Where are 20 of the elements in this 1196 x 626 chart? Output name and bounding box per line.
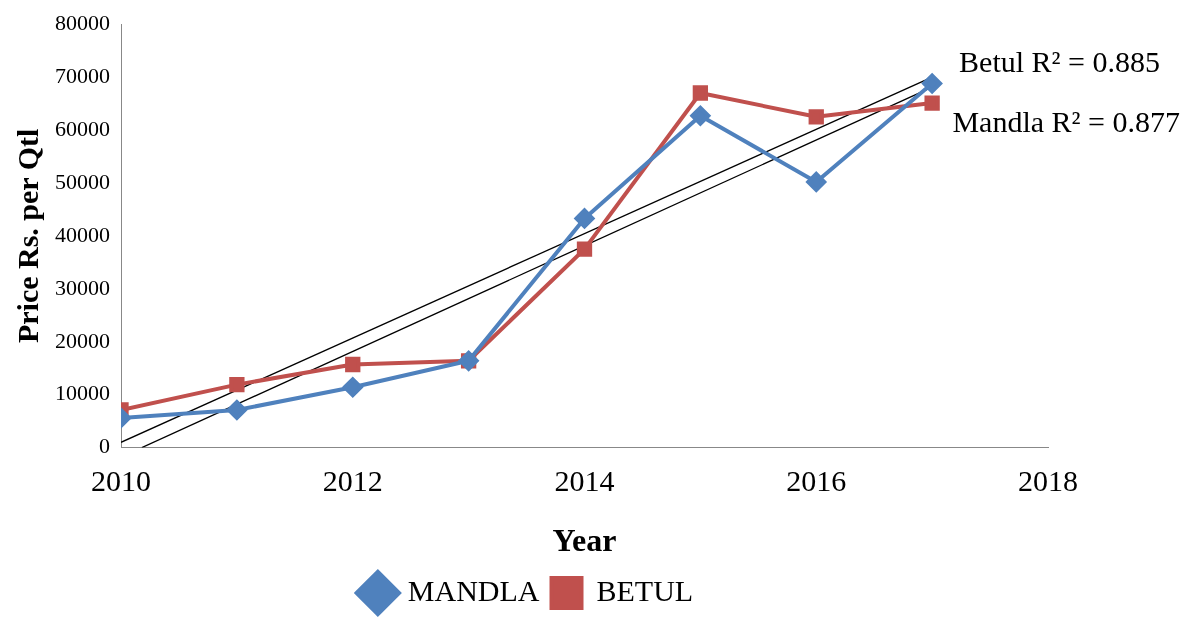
legend-label: BETUL <box>596 573 694 607</box>
y-tick-label: 70000 <box>55 62 110 88</box>
x-tick-label: 2016 <box>786 464 847 498</box>
y-tick-label: 60000 <box>55 115 110 141</box>
y-tick-label: 10000 <box>55 380 110 406</box>
y-tick-label: 0 <box>99 433 110 459</box>
annotation: Mandla R² = 0.877 <box>952 105 1180 139</box>
y-axis-title: Price Rs. per Qtl <box>10 128 44 344</box>
legend-label: MANDLA <box>407 573 540 607</box>
y-tick-label: 30000 <box>55 274 110 300</box>
y-tick-label: 40000 <box>55 221 110 247</box>
y-tick-label: 20000 <box>55 327 110 353</box>
x-tick-label: 2014 <box>554 464 615 498</box>
y-tick-label: 80000 <box>55 9 110 35</box>
x-tick-label: 2018 <box>1018 464 1078 498</box>
x-tick-label: 2012 <box>322 464 383 498</box>
y-tick-label: 50000 <box>55 168 110 194</box>
annotation: Betul R² = 0.885 <box>959 45 1160 79</box>
x-tick-label: 2010 <box>91 464 151 498</box>
x-axis-title: Year <box>552 522 617 559</box>
